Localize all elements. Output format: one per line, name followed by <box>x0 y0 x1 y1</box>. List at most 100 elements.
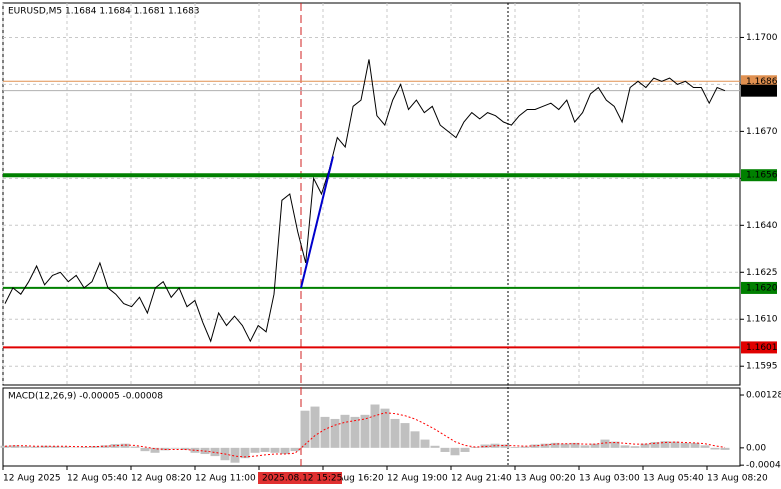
macd-bar <box>90 446 100 448</box>
macd-bar <box>590 443 600 448</box>
macd-bar <box>450 447 460 456</box>
macd-bar <box>440 447 450 452</box>
macd-bar <box>0 445 10 448</box>
x-tick-label: 13 Aug 05:40 <box>643 474 704 484</box>
x-tick-label: 12 Aug 21:40 <box>451 474 512 484</box>
x-tick-label: 13 Aug 03:00 <box>579 474 640 484</box>
price-tag-label: 1.1656 <box>746 171 778 181</box>
macd-bar <box>700 445 710 448</box>
macd-bar <box>10 445 20 448</box>
macd-bar <box>480 444 490 448</box>
macd-bar <box>280 447 290 455</box>
macd-bar <box>130 446 140 448</box>
macd-bar <box>210 447 220 457</box>
macd-bar <box>180 447 190 450</box>
macd-bar <box>690 442 700 448</box>
x-tick-label: 12 Aug 2025 <box>3 474 61 484</box>
macd-bar <box>310 406 320 448</box>
y-tick-label: 1.1595 <box>746 362 778 372</box>
macd-bar <box>360 414 370 448</box>
macd-bar <box>230 447 240 463</box>
macd-bar <box>300 410 310 448</box>
price-tag <box>741 75 777 88</box>
price-tag-label: 1.1683 <box>746 86 778 96</box>
y-tick-label: 1.1625 <box>746 268 778 278</box>
macd-bar <box>560 443 570 448</box>
macd-bar <box>420 439 430 448</box>
macd-bar <box>600 439 610 448</box>
macd-bar <box>630 446 640 448</box>
signal-line <box>4 412 726 458</box>
y-tick-label: 1.1700 <box>746 33 778 43</box>
macd-bar <box>380 408 390 448</box>
macd-bar <box>720 447 730 450</box>
macd-bar <box>120 443 130 448</box>
macd-bar <box>340 414 350 448</box>
macd-frame <box>2 387 741 467</box>
trend-line <box>300 156 334 289</box>
price-tag <box>741 84 777 97</box>
macd-bar <box>290 447 300 452</box>
macd-bar <box>460 447 470 452</box>
macd-bar <box>670 441 680 448</box>
macd-bar <box>270 447 280 453</box>
panel-title: MACD(12,26,9) -0.00005 -0.00008 <box>8 392 163 402</box>
macd-bar <box>150 447 160 453</box>
macd-bar <box>550 442 560 448</box>
y-tick-label: 0.00 <box>746 443 766 453</box>
macd-bar <box>240 447 250 459</box>
macd-bar <box>260 447 270 452</box>
x-tick-label: 12 Aug 11:00 <box>195 474 256 484</box>
y-tick-label: 1.1640 <box>746 221 778 231</box>
x-tick-label: 12 Aug 16:20 <box>323 474 384 484</box>
macd-bar <box>50 446 60 448</box>
macd-bar <box>390 418 400 448</box>
macd-bar <box>400 423 410 448</box>
y-tick-label: 1.1670 <box>746 127 778 137</box>
macd-bar <box>710 447 720 450</box>
macd-bar <box>520 446 530 448</box>
price-tag <box>741 281 777 294</box>
macd-bar <box>30 446 40 448</box>
macd-bar <box>370 404 380 448</box>
x-tick-label: 12 Aug 08:20 <box>131 474 192 484</box>
macd-bar <box>60 446 70 448</box>
macd-bar <box>80 447 90 448</box>
macd-bar <box>40 445 50 448</box>
macd-bar <box>680 442 690 448</box>
macd-bar <box>640 443 650 448</box>
main-frame <box>2 2 741 386</box>
x-tick-label: 12 Aug 19:00 <box>387 474 448 484</box>
macd-bar <box>410 431 420 448</box>
macd-bar <box>620 445 630 448</box>
macd-bar <box>510 447 520 448</box>
y-tick-label: 1.1610 <box>746 315 778 325</box>
macd-bar <box>610 441 620 448</box>
macd-bar <box>500 444 510 448</box>
macd-bar <box>540 443 550 448</box>
macd-bar <box>430 445 440 448</box>
macd-bar <box>580 445 590 448</box>
macd-bar <box>140 447 150 452</box>
macd-bar <box>330 418 340 448</box>
macd-bar <box>660 441 670 448</box>
macd-bar <box>320 416 330 448</box>
macd-bar <box>170 447 180 449</box>
x-tick-label: 13 Aug 00:20 <box>515 474 576 484</box>
price-tag <box>741 341 777 354</box>
macd-bar <box>190 447 200 453</box>
price-tag <box>741 169 777 182</box>
panel-title: EURUSD,M5 1.1684 1.1684 1.1681 1.1683 <box>8 7 200 17</box>
macd-bar <box>20 446 30 448</box>
crosshair-label: 2025.08.12 15:25 <box>262 474 342 484</box>
price-line <box>4 59 726 343</box>
price-tag-label: 1.1620 <box>746 283 778 293</box>
macd-bar <box>650 442 660 448</box>
y-tick-label: 0.00128 <box>746 391 781 401</box>
macd-bar <box>570 442 580 448</box>
x-tick-label: 12 Aug 05:40 <box>67 474 128 484</box>
macd-bar <box>250 447 260 453</box>
price-tag-label: 1.1601 <box>746 343 778 353</box>
